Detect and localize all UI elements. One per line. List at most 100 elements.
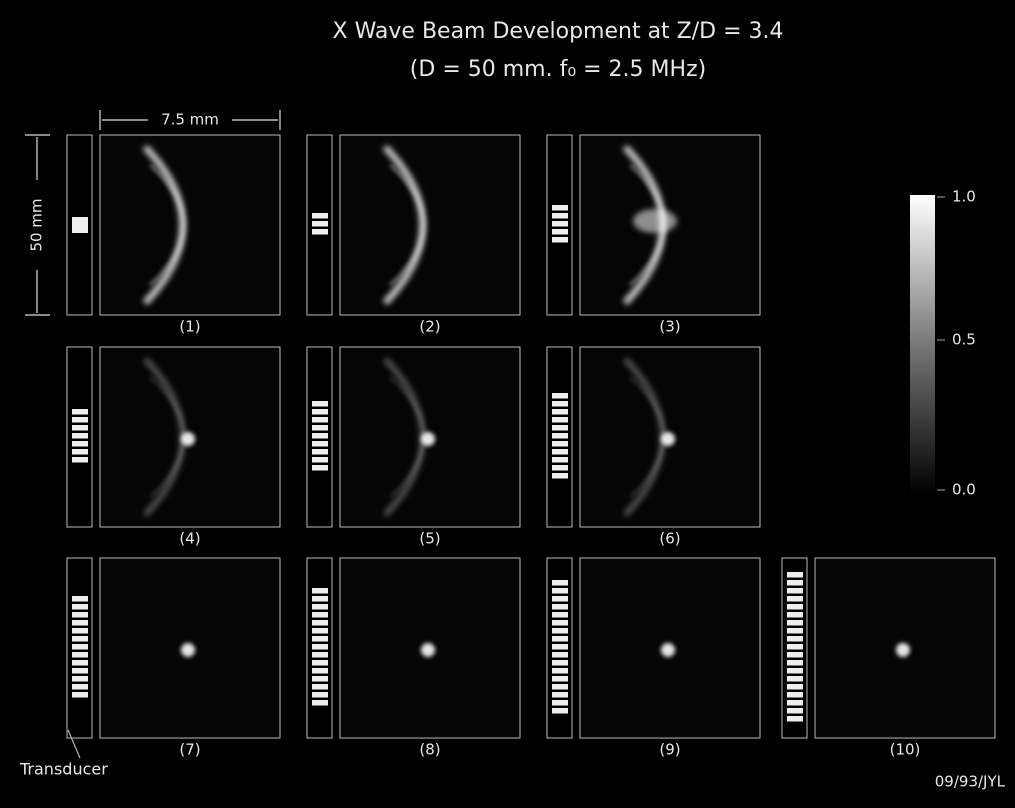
transducer-ring bbox=[312, 684, 328, 690]
transducer-ring bbox=[72, 644, 88, 650]
panel-label: (10) bbox=[890, 741, 921, 759]
transducer-ring bbox=[552, 676, 568, 682]
beam-spot bbox=[181, 432, 195, 446]
transducer-ring bbox=[72, 684, 88, 690]
colorbar-label: 0.0 bbox=[952, 481, 976, 499]
transducer-ring bbox=[787, 660, 803, 666]
transducer-ring bbox=[552, 644, 568, 650]
transducer-ring bbox=[552, 692, 568, 698]
transducer-ring bbox=[312, 433, 328, 439]
transducer-ring bbox=[312, 692, 328, 698]
colorbar bbox=[910, 195, 935, 495]
height-scale: 50 mm bbox=[28, 198, 46, 251]
width-scale: 7.5 mm bbox=[161, 111, 219, 129]
transducer-ring bbox=[552, 409, 568, 415]
transducer-ring bbox=[72, 457, 88, 463]
transducer-ring bbox=[552, 457, 568, 463]
transducer-ring bbox=[312, 465, 328, 471]
transducer-ring bbox=[72, 612, 88, 618]
transducer-ring bbox=[787, 644, 803, 650]
transducer-ring bbox=[312, 588, 328, 594]
beam-image bbox=[340, 135, 520, 315]
transducer-ring bbox=[312, 660, 328, 666]
transducer-ring bbox=[552, 620, 568, 626]
transducer-ring bbox=[552, 441, 568, 447]
transducer-ring bbox=[72, 417, 88, 423]
transducer-ring bbox=[552, 684, 568, 690]
transducer-ring bbox=[312, 213, 328, 219]
transducer-ring bbox=[312, 229, 328, 235]
transducer-ring bbox=[787, 628, 803, 634]
transducer-ring bbox=[552, 465, 568, 471]
transducer-ring bbox=[552, 700, 568, 706]
beam-spot bbox=[896, 643, 910, 657]
transducer-ring bbox=[552, 588, 568, 594]
transducer-ring bbox=[787, 668, 803, 674]
transducer-ring bbox=[787, 716, 803, 722]
transducer-ring bbox=[787, 708, 803, 714]
transducer-ring bbox=[787, 636, 803, 642]
transducer-ring bbox=[312, 409, 328, 415]
transducer-ring bbox=[72, 660, 88, 666]
transducer-ring bbox=[552, 580, 568, 586]
transducer-ring bbox=[72, 692, 88, 698]
transducer-ring bbox=[72, 636, 88, 642]
transducer-ring bbox=[72, 596, 88, 602]
panel-label: (9) bbox=[659, 741, 680, 759]
transducer-ring bbox=[787, 612, 803, 618]
transducer-ring bbox=[552, 433, 568, 439]
beam-spot bbox=[421, 432, 435, 446]
transducer-ring bbox=[312, 449, 328, 455]
transducer-ring bbox=[552, 668, 568, 674]
transducer-ring bbox=[312, 620, 328, 626]
transducer-ring bbox=[72, 441, 88, 447]
transducer-ring bbox=[552, 473, 568, 479]
transducer-ring bbox=[552, 237, 568, 243]
transducer-ring bbox=[787, 652, 803, 658]
beam-spot bbox=[421, 643, 435, 657]
transducer-ring bbox=[552, 229, 568, 235]
transducer-ring bbox=[312, 652, 328, 658]
transducer-ring bbox=[552, 417, 568, 423]
figure: X Wave Beam Development at Z/D = 3.4 (D … bbox=[0, 0, 1015, 808]
transducer-ring bbox=[552, 393, 568, 399]
panel-label: (6) bbox=[659, 530, 680, 548]
colorbar-label: 0.5 bbox=[952, 331, 976, 349]
transducer-ring bbox=[552, 652, 568, 658]
panel-label: (1) bbox=[179, 318, 200, 336]
transducer-ring bbox=[312, 612, 328, 618]
title: X Wave Beam Development at Z/D = 3.4 bbox=[333, 19, 784, 44]
transducer-ring bbox=[72, 409, 88, 415]
transducer-ring bbox=[552, 660, 568, 666]
transducer-ring bbox=[312, 636, 328, 642]
transducer-ring bbox=[552, 213, 568, 219]
transducer-ring bbox=[787, 676, 803, 682]
transducer-ring bbox=[552, 612, 568, 618]
panel-label: (7) bbox=[179, 741, 200, 759]
transducer-ring bbox=[72, 217, 88, 233]
transducer-ring bbox=[787, 700, 803, 706]
transducer-ring bbox=[787, 604, 803, 610]
transducer-ring bbox=[312, 604, 328, 610]
transducer-ring bbox=[552, 636, 568, 642]
transducer-ring bbox=[312, 401, 328, 407]
transducer-ring bbox=[787, 572, 803, 578]
transducer-ring bbox=[552, 221, 568, 227]
panel-label: (2) bbox=[419, 318, 440, 336]
transducer-ring bbox=[787, 620, 803, 626]
beam-spot bbox=[181, 643, 195, 657]
transducer-ring bbox=[72, 449, 88, 455]
transducer-ring bbox=[312, 700, 328, 706]
transducer-ring bbox=[312, 441, 328, 447]
beam-spot bbox=[661, 643, 675, 657]
transducer-ring bbox=[72, 433, 88, 439]
transducer-ring bbox=[787, 684, 803, 690]
transducer-ring bbox=[552, 401, 568, 407]
transducer-ring bbox=[787, 692, 803, 698]
transducer-ring bbox=[552, 425, 568, 431]
transducer-ring bbox=[552, 628, 568, 634]
beam-spot bbox=[661, 432, 675, 446]
transducer-ring bbox=[312, 425, 328, 431]
transducer-ring bbox=[552, 449, 568, 455]
transducer-ring bbox=[312, 668, 328, 674]
